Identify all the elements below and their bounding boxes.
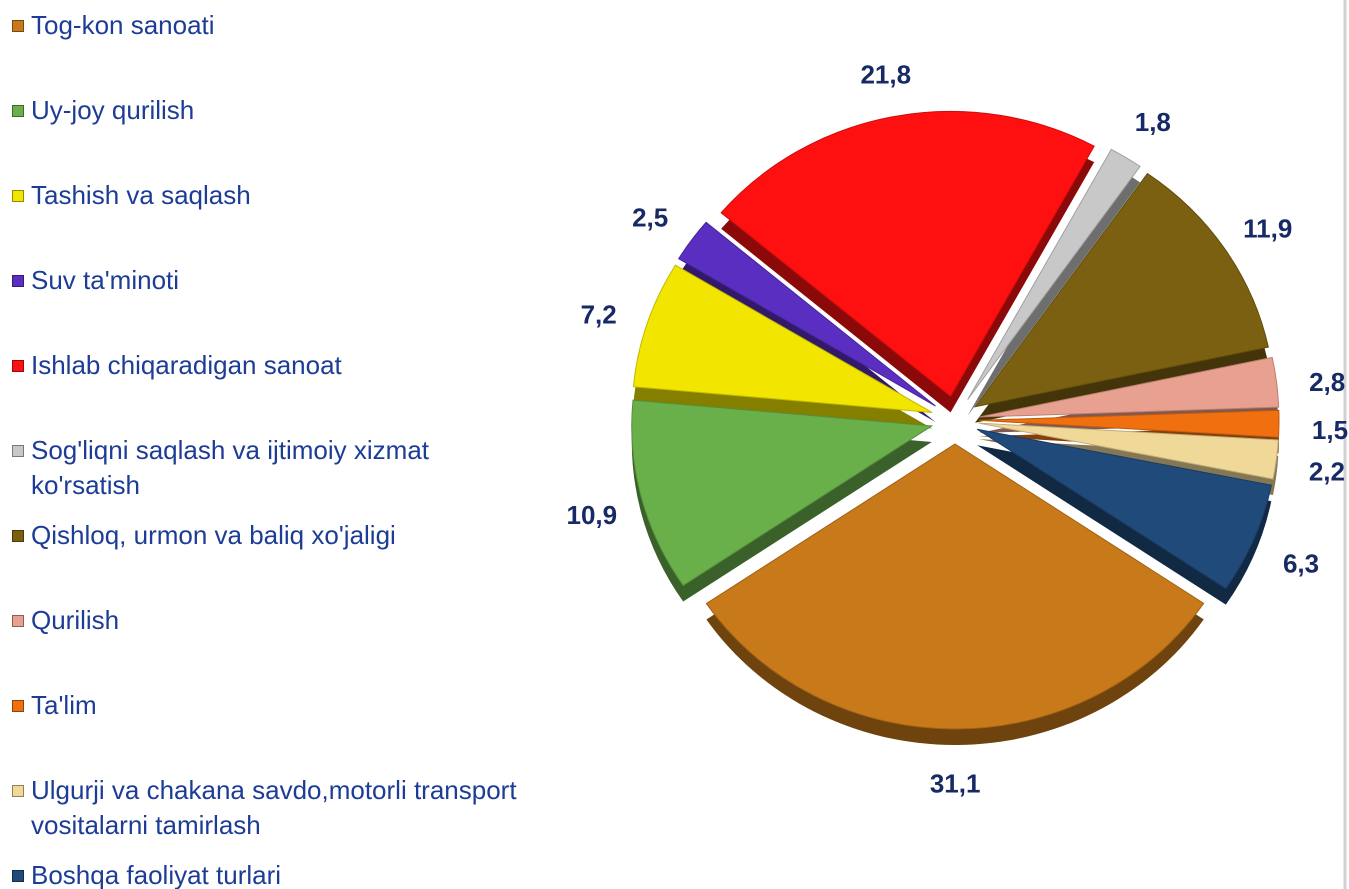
legend-swatch [12,275,24,287]
data-label: 2,5 [632,203,668,233]
legend-swatch [12,870,24,882]
slice-side [967,165,1141,416]
data-label: 1,8 [1135,107,1171,137]
legend-item: Uy-joy qurilish [12,93,194,128]
slice [632,264,933,414]
legend-item: Ta'lim [12,688,97,723]
legend-label: Sog'liqni saqlash va ijtimoiy xizmat ko'… [31,435,430,500]
legend-swatch [12,190,24,202]
legend-item: Tog-kon sanoati [12,8,215,43]
legend-item: Tashish va saqlash [12,178,251,213]
legend-label: Uy-joy qurilish [31,95,195,125]
slice [978,409,1280,438]
legend-label: Ishlab chiqaradigan sanoat [31,350,342,380]
legend-label: Suv ta'minoti [31,265,180,295]
legend-swatch [12,785,24,797]
legend-label: Ulgurji va chakana savdo,motorli transpo… [31,775,517,840]
slice [677,221,936,407]
data-label: 21,8 [860,60,911,90]
slice [976,428,1272,590]
legend-swatch [12,20,24,32]
legend-label: Tog-kon sanoati [31,10,215,40]
slice [705,443,1205,730]
data-label: 1,5 [1312,415,1348,445]
slice [631,399,934,587]
legend-item: Ulgurji va chakana savdo,motorli transpo… [12,773,526,843]
legend-label: Tashish va saqlash [31,180,251,210]
data-label: 2,2 [1309,457,1345,487]
data-label: 10,9 [567,500,618,530]
legend-label: Qishloq, urmon va baliq xo'jaligi [31,520,396,550]
data-label: 11,9 [1243,214,1292,244]
legend-item: Sog'liqni saqlash va ijtimoiy xizmat ko'… [12,433,526,503]
legend-swatch [12,615,24,627]
legend-item: Suv ta'minoti [12,263,179,298]
slice [720,110,1095,398]
slice [967,148,1141,400]
data-label: 31,1 [930,768,981,798]
legend-swatch [12,445,24,457]
slice [973,172,1269,408]
legend-item: Qurilish [12,603,119,638]
legend-swatch [12,700,24,712]
slice [978,422,1279,480]
legend-label: Ta'lim [31,690,97,720]
legend-label: Qurilish [31,605,120,635]
legend-swatch [12,105,24,117]
data-label: 2,8 [1309,367,1345,397]
legend-swatch [12,360,24,372]
legend-swatch [12,530,24,542]
legend-item: Qishloq, urmon va baliq xo'jaligi [12,518,396,553]
legend-label: Boshqa faoliyat turlari [31,860,282,889]
slice [978,356,1280,418]
data-label: 6,3 [1283,549,1319,579]
data-label: 7,2 [581,299,617,329]
legend-item: Boshqa faoliyat turlari [12,858,281,889]
legend-item: Ishlab chiqaradigan sanoat [12,348,342,383]
